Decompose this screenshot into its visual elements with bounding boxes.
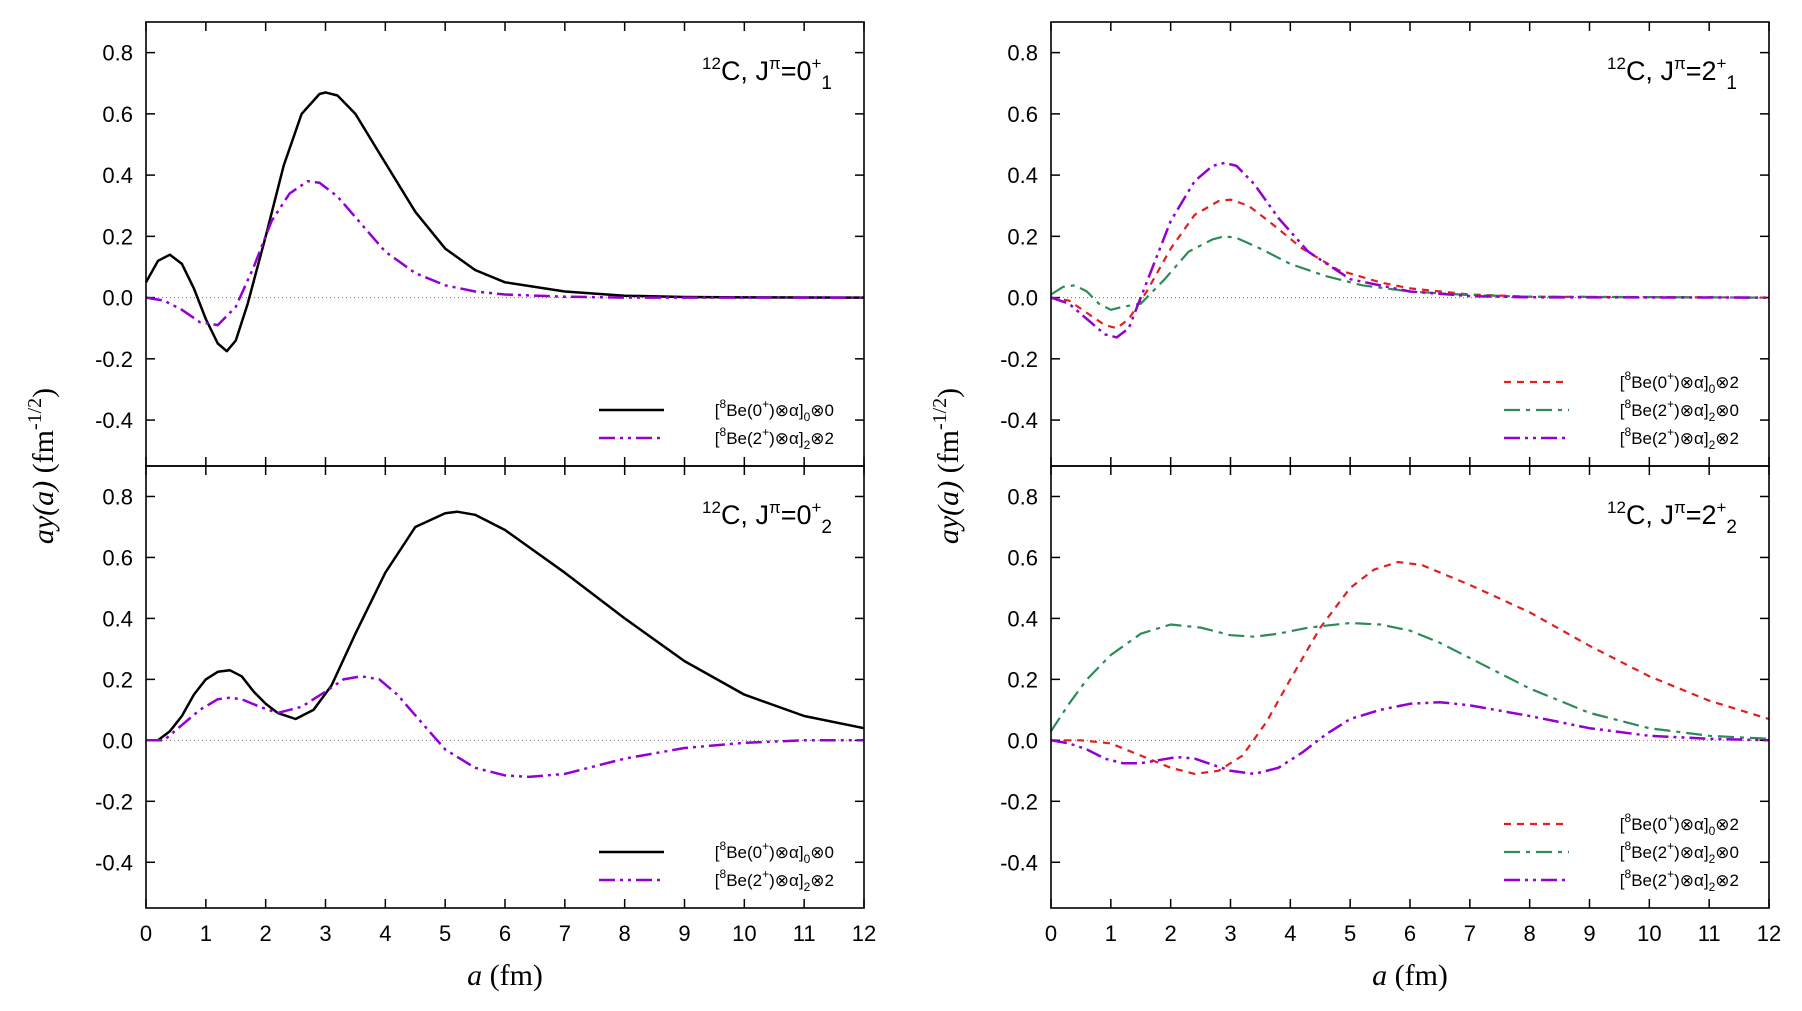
x-axis-title: a (fm) <box>1372 959 1448 992</box>
y-tick-label: 0.4 <box>1007 163 1038 188</box>
series-line-be2_l0 <box>1050 621 1770 740</box>
y-tick-label: 0.6 <box>102 545 133 570</box>
x-tick-label: 8 <box>619 921 631 946</box>
series-line-be0_l2 <box>1050 198 1770 330</box>
legend-label: [8Be(2+)⊗α]2⊗0 <box>1620 397 1739 424</box>
y-tick-label: -0.4 <box>1000 408 1038 433</box>
y-tick-label: 0.8 <box>1007 484 1038 509</box>
x-tick-label: 5 <box>439 921 451 946</box>
panel-top-left: 0.8 0.6 0.4 0.2 0.0 -0.2 -0.4 12C, Jπ=0+1 [8Be(0… <box>95 21 865 467</box>
x-tick-label: 1 <box>1105 921 1117 946</box>
y-tick-label: -0.4 <box>1000 850 1038 875</box>
y-tick-label: 0.2 <box>102 667 133 692</box>
y-tick-label: -0.2 <box>1000 347 1038 372</box>
y-tick-label: 0.0 <box>102 728 133 753</box>
x-tick-label: 9 <box>678 921 690 946</box>
legend-label: [8Be(0+)⊗α]0⊗0 <box>715 839 834 866</box>
panel-title: 12C, Jπ=0+2 <box>702 498 832 538</box>
y-tick-label: 0.0 <box>102 286 133 311</box>
series-line-be2_l2 <box>146 675 864 779</box>
y-tick-label: -0.4 <box>95 408 133 433</box>
y-tick-label: 0.2 <box>1007 667 1038 692</box>
x-tick-label: 3 <box>1224 921 1236 946</box>
y-tick-label: 0.4 <box>1007 606 1038 631</box>
x-tick-label: 7 <box>1464 921 1476 946</box>
x-tick-label: 5 <box>1344 921 1356 946</box>
legend-label: [8Be(2+)⊗α]2⊗2 <box>715 867 834 894</box>
series-line-be2_l2 <box>1050 161 1770 339</box>
y-tick-label: -0.4 <box>95 850 133 875</box>
series-line-be0_l2 <box>1051 560 1770 775</box>
x-tick-label: 10 <box>1637 921 1661 946</box>
plot-frame <box>145 465 865 909</box>
y-tick-label: 0.8 <box>1007 41 1038 66</box>
panel-title: 12C, Jπ=0+1 <box>702 54 832 94</box>
y-tick-label: 0.8 <box>102 484 133 509</box>
x-tick-label: 4 <box>1284 921 1296 946</box>
y-tick-label: -0.2 <box>95 789 133 814</box>
y-tick-label: 0.6 <box>1007 102 1038 127</box>
legend-label: [8Be(2+)⊗α]2⊗2 <box>1620 425 1739 452</box>
x-tick-label: 4 <box>379 921 391 946</box>
y-tick-label: 0.0 <box>1007 286 1038 311</box>
y-tick-label: 0.2 <box>102 224 133 249</box>
legend-label: [8Be(0+)⊗α]0⊗2 <box>1620 369 1739 396</box>
legend-label: [8Be(2+)⊗α]2⊗2 <box>715 425 834 452</box>
x-tick-label: 2 <box>260 921 272 946</box>
series-line-be0_l0 <box>146 510 865 742</box>
legend-label: [8Be(0+)⊗α]0⊗0 <box>715 397 834 424</box>
series-line-be2_l0 <box>1050 235 1770 311</box>
y-tick-label: -0.2 <box>95 347 133 372</box>
x-tick-label: 6 <box>1404 921 1416 946</box>
plot-frame <box>145 21 865 467</box>
x-tick-label: 8 <box>1524 921 1536 946</box>
y-tick-label: 0.4 <box>102 163 133 188</box>
x-tick-label: 2 <box>1165 921 1177 946</box>
y-tick-label: -0.2 <box>1000 789 1038 814</box>
x-tick-label: 3 <box>319 921 331 946</box>
series-line-be0_l0 <box>144 91 865 353</box>
panel-bottom-left: 0 1 2 3 4 5 6 7 8 9 10 11 120.80.60.40.20.0-0.2-0.41… <box>95 465 876 946</box>
y-axis-title: ay(a) (fm-1/2) <box>929 388 965 544</box>
x-tick-label: 11 <box>793 921 816 946</box>
legend-label: [8Be(0+)⊗α]0⊗2 <box>1620 811 1739 838</box>
x-tick-label: 12 <box>1757 921 1781 946</box>
y-axis-title: ay(a) (fm-1/2) <box>24 388 60 544</box>
series-line-be2_l2 <box>145 179 864 327</box>
legend-label: [8Be(2+)⊗α]2⊗0 <box>1620 839 1739 866</box>
y-tick-label: 0.8 <box>102 41 133 66</box>
x-tick-label: 0 <box>1045 921 1057 946</box>
x-tick-label: 0 <box>140 921 152 946</box>
legend-label: [8Be(2+)⊗α]2⊗2 <box>1620 867 1739 894</box>
x-axis-title: a (fm) <box>467 959 543 992</box>
x-tick-label: 7 <box>559 921 571 946</box>
y-tick-label: 0.0 <box>1007 728 1038 753</box>
x-tick-label: 11 <box>1698 921 1721 946</box>
x-tick-label: 12 <box>852 921 876 946</box>
y-tick-label: 0.2 <box>1007 224 1038 249</box>
x-tick-label: 1 <box>200 921 212 946</box>
y-tick-label: 0.6 <box>102 102 133 127</box>
x-tick-label: 9 <box>1583 921 1595 946</box>
panel-title: 12C, Jπ=2+2 <box>1607 498 1737 538</box>
panel-title: 12C, Jπ=2+1 <box>1607 54 1737 94</box>
y-tick-label: 0.4 <box>102 606 133 631</box>
plot-frame <box>1050 465 1770 909</box>
panel-bottom-right: 0 1 2 3 4 5 6 7 8 9 10 11 120.80.60.40.20.0-0.2-0.41… <box>1000 465 1781 946</box>
plot-frame <box>1050 21 1770 467</box>
series-line-be2_l2 <box>1050 700 1770 776</box>
panel-top-right: 0.8 0.6 0.4 0.2 0.0 -0.2 -0.4 12C, Jπ=2+1 [8Be(0… <box>1000 21 1770 467</box>
x-tick-label: 10 <box>732 921 756 946</box>
y-tick-label: 0.6 <box>1007 545 1038 570</box>
x-tick-label: 6 <box>499 921 511 946</box>
